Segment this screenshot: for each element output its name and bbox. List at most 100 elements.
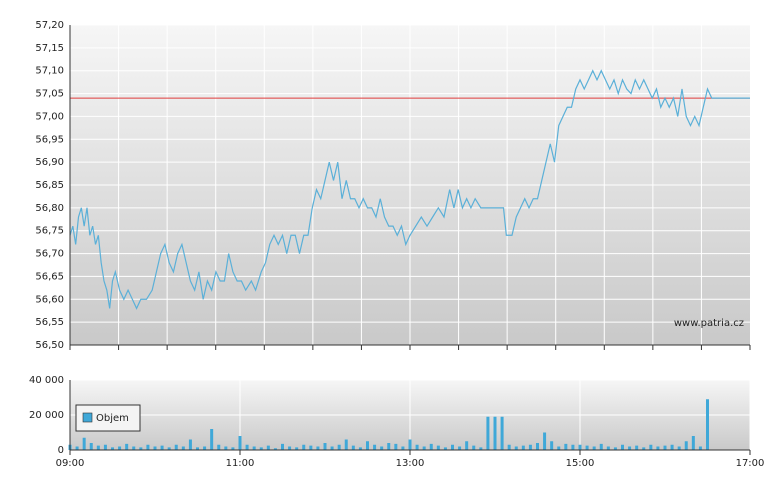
volume-bar xyxy=(118,446,122,450)
volume-bar xyxy=(139,447,143,450)
y-tick-label: 56,60 xyxy=(35,294,64,305)
y-tick-label: 57,20 xyxy=(35,20,64,31)
volume-bar xyxy=(224,446,228,450)
y-tick-label: 57,00 xyxy=(35,111,64,122)
volume-bar xyxy=(500,416,504,450)
volume-bar xyxy=(210,429,214,450)
volume-bar xyxy=(479,447,483,450)
volume-bar xyxy=(408,439,412,450)
volume-bar xyxy=(302,444,306,450)
volume-bar xyxy=(628,446,632,450)
volume-bar xyxy=(259,447,263,450)
volume-bar xyxy=(550,441,554,450)
x-tick-label: 13:00 xyxy=(396,458,425,469)
volume-bar xyxy=(436,445,440,450)
volume-bar xyxy=(82,437,86,450)
volume-bar xyxy=(181,446,185,450)
volume-bar xyxy=(380,446,384,450)
volume-bar xyxy=(146,444,150,450)
price-line xyxy=(69,69,750,310)
volume-bar xyxy=(160,445,164,450)
volume-bar xyxy=(217,444,221,450)
volume-bar xyxy=(337,444,341,450)
volume-bar xyxy=(472,445,476,450)
volume-bar xyxy=(415,444,419,450)
volume-bar xyxy=(132,446,136,450)
volume-bar xyxy=(493,416,497,450)
y-tick-label: 56,50 xyxy=(35,340,64,351)
volume-bar xyxy=(613,447,617,450)
volume-bar xyxy=(358,447,362,450)
y-tick-label: 56,95 xyxy=(35,134,64,145)
volume-bar xyxy=(188,439,192,450)
volume-bar xyxy=(642,447,646,450)
y-tick-label: 56,80 xyxy=(35,203,64,214)
y-tick-label: 40 000 xyxy=(29,375,64,386)
volume-bar xyxy=(167,447,171,450)
volume-bar xyxy=(443,447,447,450)
volume-bar xyxy=(373,444,377,450)
volume-bar xyxy=(153,446,157,450)
volume-bar xyxy=(196,447,199,450)
x-tick-label: 17:00 xyxy=(736,458,765,469)
volume-bar xyxy=(528,444,532,450)
volume-bar xyxy=(451,444,454,450)
y-tick-label: 56,90 xyxy=(35,157,64,168)
volume-bar xyxy=(578,444,582,450)
volume-bar xyxy=(677,446,681,450)
volume-bar xyxy=(429,443,433,450)
volume-bar xyxy=(422,446,426,450)
volume-bar xyxy=(125,443,129,450)
volume-bar xyxy=(281,443,284,450)
volume-bar xyxy=(316,446,320,450)
volume-bar xyxy=(394,443,398,450)
volume-bar xyxy=(238,436,242,450)
volume-bar xyxy=(89,443,93,450)
volume-bar xyxy=(344,439,348,450)
volume-bar xyxy=(103,444,107,450)
volume-bar xyxy=(514,446,518,450)
volume-bar xyxy=(387,443,391,450)
volume-bar xyxy=(606,446,610,450)
y-tick-label: 57,10 xyxy=(35,66,64,77)
volume-bar xyxy=(245,444,249,450)
volume-bar xyxy=(111,447,114,450)
y-tick-label: 0 xyxy=(58,445,64,456)
volume-bar xyxy=(649,444,653,450)
volume-bar xyxy=(96,445,100,450)
volume-bar xyxy=(656,446,660,450)
volume-bar xyxy=(698,446,702,450)
y-tick-label: 57,15 xyxy=(35,43,64,54)
volume-bar xyxy=(401,446,405,450)
volume-bar xyxy=(521,445,525,450)
y-tick-label: 56,75 xyxy=(35,226,64,237)
y-tick-label: 56,70 xyxy=(35,249,64,260)
x-tick-label: 15:00 xyxy=(566,458,595,469)
volume-bar xyxy=(465,441,469,450)
volume-bar xyxy=(663,445,667,450)
volume-bar xyxy=(309,445,313,450)
volume-bar xyxy=(203,446,207,450)
y-tick-label: 56,85 xyxy=(35,180,64,191)
volume-bar xyxy=(621,444,624,450)
volume-bar xyxy=(599,443,603,450)
volume-bar xyxy=(252,446,256,450)
volume-bar xyxy=(295,447,299,450)
volume-bar xyxy=(231,447,235,450)
x-tick-label: 09:00 xyxy=(56,458,85,469)
volume-bar xyxy=(585,445,589,450)
volume-bar xyxy=(564,443,568,450)
volume-bar xyxy=(543,432,547,450)
volume-bar xyxy=(592,446,596,450)
volume-bar xyxy=(670,444,674,450)
legend-swatch xyxy=(82,412,93,423)
x-tick-label: 11:00 xyxy=(226,458,255,469)
y-tick-label: 20 000 xyxy=(29,410,64,421)
volume-bar xyxy=(635,445,639,450)
y-tick-label: 56,65 xyxy=(35,271,64,282)
volume-bar xyxy=(288,446,292,450)
volume-bar xyxy=(486,416,490,450)
volume-bar xyxy=(351,445,355,450)
volume-bar xyxy=(273,448,277,450)
